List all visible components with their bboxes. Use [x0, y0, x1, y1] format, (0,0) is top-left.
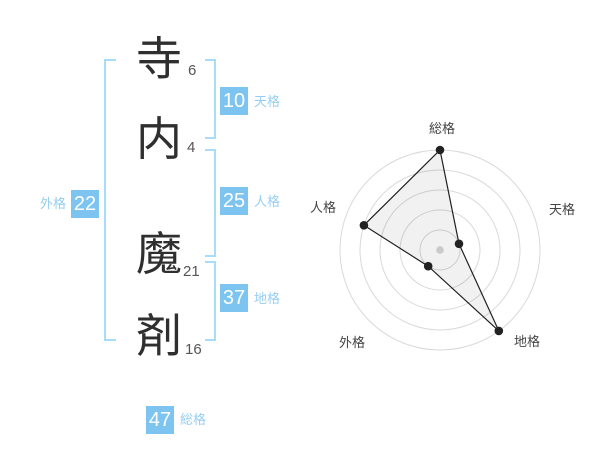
name-char-1: 寺 — [136, 33, 182, 85]
stroke-count-2: 4 — [187, 139, 196, 156]
tenkaku-label: 天格 — [254, 94, 281, 109]
radar-center-dot — [436, 246, 444, 254]
name-char-4: 剤 — [136, 310, 182, 362]
bracket-gaikaku — [104, 59, 116, 341]
radar-polygon — [362, 148, 500, 332]
jinkaku-label: 人格 — [254, 194, 281, 209]
radar-ring — [399, 209, 481, 291]
gaikaku-label: 外格 — [40, 196, 67, 211]
stroke-count-1: 6 — [188, 62, 197, 79]
soukaku-label: 総格 — [180, 412, 207, 427]
name-char-2: 内 — [136, 113, 182, 165]
name-char-3: 魔 — [136, 228, 182, 280]
radar-ring — [419, 229, 461, 271]
radar-data-point — [454, 239, 464, 249]
gaikaku-value-badge: 22 — [71, 190, 99, 218]
radar-data-point — [494, 326, 504, 336]
fortune-radar-chart: 総格 天格 地格 外格 人格 — [310, 121, 575, 351]
radar-ring — [359, 169, 521, 331]
radar-axis-label-soukaku: 総格 — [429, 121, 455, 136]
radar-data-point — [435, 145, 445, 155]
bracket-jinkaku — [205, 149, 216, 257]
radar-axis-label-chikaku: 地格 — [514, 334, 540, 349]
soukaku-value-badge: 47 — [146, 406, 174, 434]
radar-axis-label-jinkaku: 人格 — [310, 200, 336, 215]
chikaku-label: 地格 — [254, 291, 281, 306]
radar-data-point — [359, 221, 369, 230]
jinkaku-value-badge: 25 — [220, 187, 248, 215]
bracket-tenkaku — [205, 59, 216, 139]
radar-axis-label-tenkaku: 天格 — [549, 202, 575, 217]
radar-axis-label-gaikaku: 外格 — [339, 335, 365, 350]
radar-ring — [379, 189, 501, 311]
radar-data-point — [423, 261, 433, 271]
stroke-count-3: 21 — [183, 263, 200, 280]
chikaku-value-badge: 37 — [220, 284, 248, 312]
tenkaku-value-badge: 10 — [220, 87, 248, 115]
stroke-count-4: 16 — [185, 341, 202, 358]
radar-data-points — [359, 145, 504, 336]
bracket-chikaku — [205, 261, 216, 341]
